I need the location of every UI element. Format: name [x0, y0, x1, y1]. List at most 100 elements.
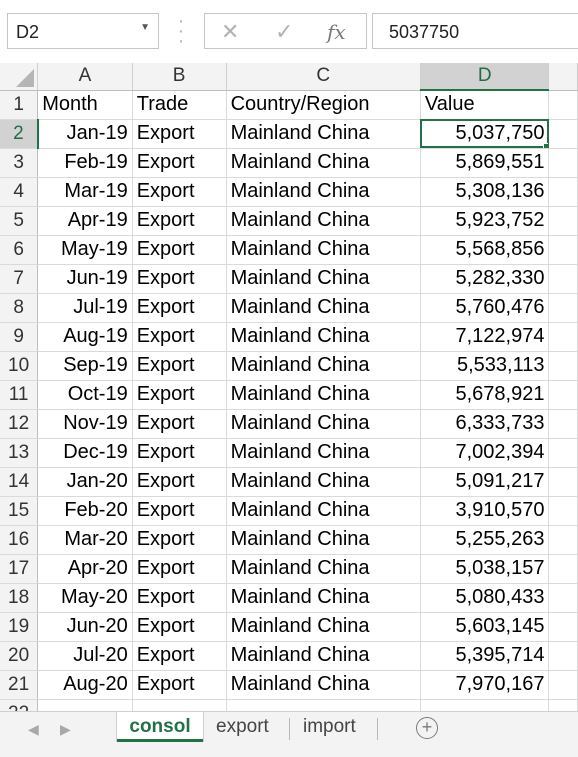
- cell-e[interactable]: [548, 293, 578, 323]
- cell-b[interactable]: Export: [132, 612, 227, 642]
- cell-d[interactable]: 5,568,856: [420, 235, 550, 265]
- cell-e[interactable]: [548, 90, 578, 120]
- cell-c[interactable]: Mainland China: [226, 264, 421, 294]
- cell-c[interactable]: Mainland China: [226, 496, 421, 526]
- cell-c[interactable]: Mainland China: [226, 525, 421, 555]
- cell-c[interactable]: Mainland China: [226, 322, 421, 352]
- cell-e[interactable]: [548, 119, 578, 149]
- cell-d[interactable]: 7,002,394: [420, 438, 550, 468]
- cell-d[interactable]: Value: [420, 90, 550, 120]
- cell-a[interactable]: Aug-20: [37, 670, 133, 700]
- cell-d[interactable]: 5,678,921: [420, 380, 550, 410]
- cell-a[interactable]: Mar-20: [37, 525, 133, 555]
- cell-c[interactable]: Mainland China: [226, 351, 421, 381]
- more-options-icon[interactable]: · · ·: [177, 10, 185, 52]
- cell-d[interactable]: 5,080,433: [420, 583, 550, 613]
- cell-a[interactable]: Jul-19: [37, 293, 133, 323]
- cell-c[interactable]: Mainland China: [226, 438, 421, 468]
- cell-d[interactable]: 5,869,551: [420, 148, 550, 178]
- row-header[interactable]: 3: [0, 148, 39, 178]
- cell-c[interactable]: Mainland China: [226, 177, 421, 207]
- cell-e[interactable]: [548, 206, 578, 236]
- cell-e[interactable]: [548, 525, 578, 555]
- cell-d[interactable]: 5,395,714: [420, 641, 550, 671]
- cell-c[interactable]: Mainland China: [226, 409, 421, 439]
- cell-e[interactable]: [548, 496, 578, 526]
- cancel-icon[interactable]: ✕: [221, 19, 240, 44]
- cell-b[interactable]: Export: [132, 380, 227, 410]
- column-header-e[interactable]: [548, 63, 578, 91]
- cell-a[interactable]: Feb-19: [37, 148, 133, 178]
- column-header-d[interactable]: D: [420, 63, 550, 91]
- scroll-right-icon[interactable]: ▶: [60, 721, 71, 737]
- cell-a[interactable]: Apr-20: [37, 554, 133, 584]
- cell-c[interactable]: Mainland China: [226, 670, 421, 700]
- row-header[interactable]: 4: [0, 177, 39, 207]
- row-header[interactable]: 16: [0, 525, 39, 555]
- cell-e[interactable]: [548, 641, 578, 671]
- cell-c[interactable]: Mainland China: [226, 206, 421, 236]
- cell-a[interactable]: Sep-19: [37, 351, 133, 381]
- row-header[interactable]: 2: [0, 119, 39, 149]
- cell-c[interactable]: Mainland China: [226, 554, 421, 584]
- cell-c[interactable]: Mainland China: [226, 583, 421, 613]
- cell-e[interactable]: [548, 264, 578, 294]
- cell-a[interactable]: Jun-19: [37, 264, 133, 294]
- cell-e[interactable]: [548, 380, 578, 410]
- select-all-button[interactable]: [0, 63, 39, 91]
- cell-e[interactable]: [548, 351, 578, 381]
- cell-a[interactable]: Jan-19: [37, 119, 133, 149]
- row-header[interactable]: 14: [0, 467, 39, 497]
- cell-e[interactable]: [548, 583, 578, 613]
- cell-d[interactable]: 3,910,570: [420, 496, 550, 526]
- cell-e[interactable]: [548, 467, 578, 497]
- add-sheet-icon[interactable]: +: [416, 717, 438, 739]
- cell-a[interactable]: Apr-19: [37, 206, 133, 236]
- column-header-c[interactable]: C: [226, 63, 421, 91]
- cell-c[interactable]: Mainland China: [226, 293, 421, 323]
- cell-a[interactable]: Jul-20: [37, 641, 133, 671]
- row-header[interactable]: 7: [0, 264, 39, 294]
- cell-a[interactable]: Dec-19: [37, 438, 133, 468]
- row-header[interactable]: 5: [0, 206, 39, 236]
- cell-b[interactable]: Export: [132, 496, 227, 526]
- cell-a[interactable]: May-20: [37, 583, 133, 613]
- cell-d[interactable]: [420, 699, 550, 711]
- cell-a[interactable]: [37, 699, 133, 711]
- cell-c[interactable]: [226, 699, 421, 711]
- cell-a[interactable]: Jan-20: [37, 467, 133, 497]
- cell-d[interactable]: 7,122,974: [420, 322, 550, 352]
- sheet-tab-consol[interactable]: consol: [117, 712, 203, 742]
- cell-e[interactable]: [548, 670, 578, 700]
- cell-b[interactable]: Export: [132, 177, 227, 207]
- cell-b[interactable]: Export: [132, 264, 227, 294]
- chevron-down-icon[interactable]: ▼: [140, 22, 150, 33]
- row-header[interactable]: 12: [0, 409, 39, 439]
- column-header-b[interactable]: B: [132, 63, 227, 91]
- cell-e[interactable]: [548, 235, 578, 265]
- cell-d[interactable]: 6,333,733: [420, 409, 550, 439]
- row-header[interactable]: 17: [0, 554, 39, 584]
- cell-c[interactable]: Mainland China: [226, 119, 421, 149]
- cell-d[interactable]: 5,923,752: [420, 206, 550, 236]
- cell-b[interactable]: Export: [132, 409, 227, 439]
- fill-handle[interactable]: [543, 142, 548, 147]
- cell-b[interactable]: Export: [132, 322, 227, 352]
- cell-a[interactable]: Oct-19: [37, 380, 133, 410]
- cell-c[interactable]: Country/Region: [226, 90, 421, 120]
- cell-b[interactable]: Export: [132, 148, 227, 178]
- row-header[interactable]: 1: [0, 90, 39, 120]
- cell-e[interactable]: [548, 177, 578, 207]
- sheet-tab-export[interactable]: export: [216, 716, 269, 737]
- cell-d[interactable]: 5,308,136: [420, 177, 550, 207]
- cell-b[interactable]: Export: [132, 467, 227, 497]
- cell-a[interactable]: Mar-19: [37, 177, 133, 207]
- row-header[interactable]: 8: [0, 293, 39, 323]
- cell-b[interactable]: Export: [132, 583, 227, 613]
- cell-d[interactable]: 5,282,330: [420, 264, 550, 294]
- row-header[interactable]: 13: [0, 438, 39, 468]
- cell-b[interactable]: Export: [132, 206, 227, 236]
- cell-c[interactable]: Mainland China: [226, 612, 421, 642]
- cell-b[interactable]: Export: [132, 293, 227, 323]
- cell-b[interactable]: Trade: [132, 90, 227, 120]
